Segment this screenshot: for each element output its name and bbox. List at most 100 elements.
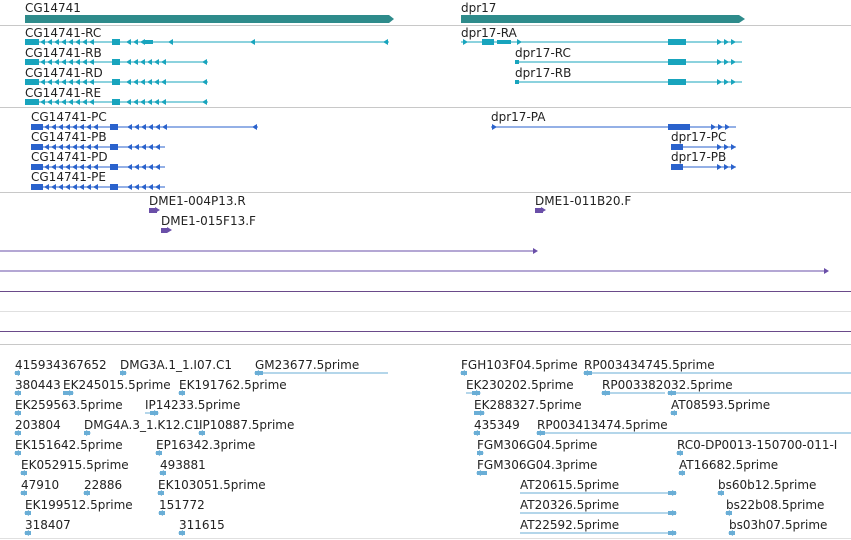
strand-arrow[interactable] [717,144,722,150]
strand-arrow[interactable] [492,124,497,130]
strand-arrow[interactable] [86,124,91,130]
protein-label[interactable]: CG14741-PE [31,170,106,184]
strand-arrow[interactable] [479,450,484,456]
strand-arrow[interactable] [127,164,132,170]
strand-arrow[interactable] [61,39,66,45]
strand-arrow[interactable] [86,430,91,436]
strand-arrow[interactable] [155,164,160,170]
strand-arrow[interactable] [61,79,66,85]
strand-arrow[interactable] [54,79,59,85]
est-label[interactable]: RP003413474.5prime [537,418,668,432]
strand-arrow[interactable] [61,59,66,65]
strand-arrow[interactable] [44,164,49,170]
strand-arrow[interactable] [65,124,70,130]
strand-arrow[interactable] [133,39,138,45]
cds[interactable] [31,164,43,170]
strand-arrow[interactable] [14,390,19,396]
est-label[interactable]: EK288327.5prime [474,398,582,412]
strand-arrow[interactable] [161,79,166,85]
exon[interactable] [497,40,511,44]
strand-arrow[interactable] [463,39,468,45]
strand-arrow[interactable] [473,430,478,436]
strand-arrow[interactable] [122,370,127,376]
strand-arrow[interactable] [134,184,139,190]
strand-arrow[interactable] [72,164,77,170]
strand-arrow[interactable] [731,79,736,85]
est-label[interactable]: 493881 [160,458,206,472]
strand-arrow[interactable] [198,430,203,436]
strand-arrow[interactable] [40,79,45,85]
strand-arrow[interactable] [717,39,722,45]
strand-arrow[interactable] [154,99,159,105]
est-glyph[interactable] [63,391,73,395]
transcript-label[interactable]: dpr17-RB [515,66,572,80]
protein-label[interactable]: CG14741-PB [31,130,107,144]
strand-arrow[interactable] [147,59,152,65]
est-label[interactable]: 415934367652 [15,358,107,372]
strand-arrow[interactable] [68,79,73,85]
cds[interactable] [31,124,43,130]
est-label[interactable]: EK245015.5prime [63,378,171,392]
strand-arrow[interactable] [54,59,59,65]
est-label[interactable]: bs22b08.5prime [726,498,825,512]
strand-arrow[interactable] [178,530,183,536]
est-label[interactable]: 151772 [159,498,205,512]
strand-arrow[interactable] [133,59,138,65]
est-label[interactable]: bs60b12.5prime [718,478,817,492]
strand-arrow[interactable] [583,370,588,376]
exon[interactable] [112,59,120,65]
est-label[interactable]: AT08593.5prime [671,398,771,412]
strand-arrow[interactable] [51,164,56,170]
strand-arrow[interactable] [14,450,19,456]
strand-arrow[interactable] [168,39,173,45]
strand-arrow[interactable] [127,184,132,190]
exon[interactable] [668,39,686,45]
est-label[interactable]: AT16682.5prime [679,458,779,472]
strand-arrow[interactable] [93,184,98,190]
strand-arrow[interactable] [89,59,94,65]
strand-arrow[interactable] [476,470,481,476]
strand-arrow[interactable] [711,124,716,130]
strand-arrow[interactable] [75,79,80,85]
strand-arrow[interactable] [533,248,538,254]
est-label[interactable]: DMG3A.1_1.I07.C1 [120,358,233,372]
strand-arrow[interactable] [47,59,52,65]
exon[interactable] [145,40,153,44]
strand-arrow[interactable] [79,164,84,170]
strand-arrow[interactable] [51,124,56,130]
strand-arrow[interactable] [82,99,87,105]
protein-label[interactable]: CG14741-PD [31,150,108,164]
gene-label-cg14741[interactable]: CG14741 [25,1,81,15]
exon[interactable] [25,59,39,65]
strand-arrow[interactable] [82,39,87,45]
strand-arrow[interactable] [44,144,49,150]
strand-arrow[interactable] [676,450,681,456]
est-label[interactable]: bs03h07.5prime [729,518,828,532]
strand-arrow[interactable] [69,390,74,396]
strand-arrow[interactable] [14,430,19,436]
strand-arrow[interactable] [75,99,80,105]
strand-arrow[interactable] [154,79,159,85]
strand-arrow[interactable] [133,79,138,85]
strand-arrow[interactable] [65,164,70,170]
clone-glyph[interactable] [161,228,167,233]
gene-bar[interactable] [25,15,389,23]
est-label[interactable]: 311615 [179,518,225,532]
strand-arrow[interactable] [79,184,84,190]
protein-label[interactable]: dpr17-PB [671,150,727,164]
est-label[interactable]: EK103051.5prime [158,478,266,492]
strand-arrow[interactable] [82,79,87,85]
clone-glyph[interactable] [149,208,157,213]
strand-arrow[interactable] [126,99,131,105]
strand-arrow[interactable] [161,59,166,65]
est-label[interactable]: EK199512.5prime [25,498,133,512]
est-glyph[interactable] [477,471,487,475]
cds[interactable] [110,164,118,170]
strand-arrow[interactable] [58,184,63,190]
strand-arrow[interactable] [731,164,736,170]
strand-arrow[interactable] [155,144,160,150]
strand-arrow[interactable] [717,59,722,65]
strand-arrow[interactable] [47,39,52,45]
strand-arrow[interactable] [480,410,485,416]
gene-bar-end[interactable] [389,15,394,23]
